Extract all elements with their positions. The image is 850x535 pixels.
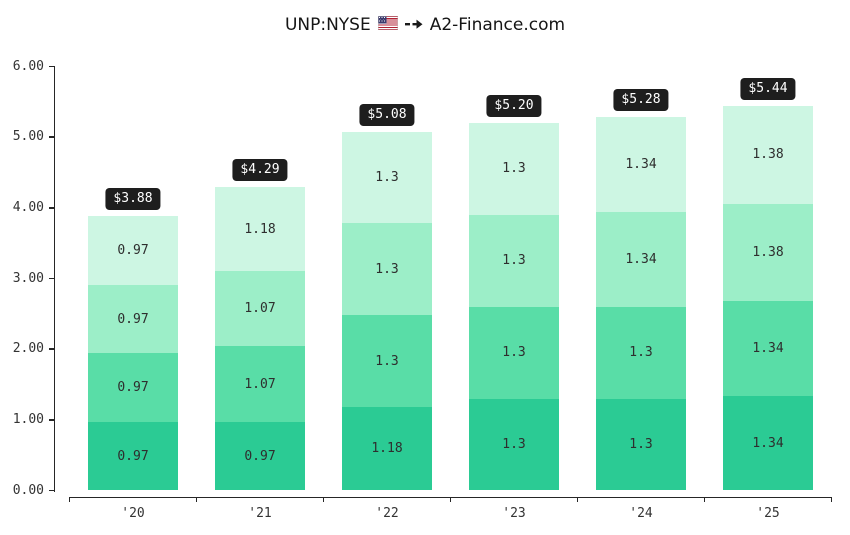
segment-value-label: 1.3 xyxy=(502,437,526,453)
right-arrow-icon xyxy=(404,15,423,35)
bar-segment: 1.3 xyxy=(469,398,559,491)
y-axis xyxy=(54,65,56,492)
x-tick-label: '25 xyxy=(756,505,780,521)
y-tick xyxy=(49,419,54,421)
x-tick-label: '24 xyxy=(629,505,653,521)
x-tick-label: '23 xyxy=(502,505,526,521)
y-tick-label: 0.00 xyxy=(12,482,44,498)
bar-segment: 1.3 xyxy=(342,315,432,408)
y-tick xyxy=(49,207,54,209)
segment-value-label: 1.3 xyxy=(375,353,399,369)
y-tick xyxy=(49,489,54,492)
x-tick-label: '22 xyxy=(375,505,399,521)
segment-value-label: 1.3 xyxy=(629,437,653,453)
y-tick xyxy=(49,65,54,68)
bar-segment: 1.34 xyxy=(723,395,813,491)
segment-value-label: 1.3 xyxy=(502,253,526,269)
segment-value-label: 1.38 xyxy=(752,244,784,260)
bar-segment: 1.3 xyxy=(342,223,432,316)
segment-value-label: 0.97 xyxy=(117,311,149,327)
total-badge: $5.20 xyxy=(486,95,542,118)
bar-segment: 1.38 xyxy=(723,203,813,302)
segment-value-label: 1.3 xyxy=(375,169,399,185)
bar-segment: 0.97 xyxy=(88,284,178,354)
y-tick-label: 2.00 xyxy=(12,341,44,357)
segment-value-label: 0.97 xyxy=(244,448,276,464)
x-tick xyxy=(703,496,706,502)
chart-title: UNP:NYSE xyxy=(0,15,850,35)
x-tick xyxy=(322,496,325,502)
total-badge: $4.29 xyxy=(232,159,288,182)
bar-segment: 0.97 xyxy=(88,421,178,491)
site-label: A2-Finance.com xyxy=(429,15,566,35)
segment-value-label: 0.97 xyxy=(117,243,149,259)
x-tick-label: '21 xyxy=(248,505,272,521)
bar-segment: 0.97 xyxy=(88,216,178,285)
segment-value-label: 1.3 xyxy=(502,161,526,177)
y-tick-label: 4.00 xyxy=(12,199,44,215)
ticker-label: UNP:NYSE xyxy=(284,15,371,35)
y-tick xyxy=(49,136,54,138)
x-tick xyxy=(68,496,71,502)
x-tick xyxy=(830,496,833,502)
bar-segment: 0.97 xyxy=(215,421,305,491)
x-tick xyxy=(449,496,452,502)
segment-value-label: 0.97 xyxy=(117,380,149,396)
y-tick xyxy=(49,348,54,350)
us-flag-icon xyxy=(377,15,398,35)
y-tick-label: 5.00 xyxy=(12,129,44,145)
bar-segment: 1.34 xyxy=(723,301,813,396)
bar-segment: 1.3 xyxy=(596,398,686,491)
bar-segment: 1.07 xyxy=(215,270,305,347)
total-badge: $5.44 xyxy=(740,78,796,101)
segment-value-label: 1.07 xyxy=(244,376,276,392)
y-tick-label: 6.00 xyxy=(12,58,44,74)
x-tick xyxy=(576,496,579,502)
segment-value-label: 1.3 xyxy=(375,261,399,277)
x-tick-label: '20 xyxy=(121,505,145,521)
bar-segment: 1.3 xyxy=(469,123,559,215)
bar-segment: 1.3 xyxy=(342,131,432,224)
bar-segment: 1.3 xyxy=(596,306,686,399)
y-tick xyxy=(49,277,54,280)
segment-value-label: 1.34 xyxy=(625,251,657,267)
total-badge: $5.28 xyxy=(613,89,669,112)
bar-segment: 1.18 xyxy=(215,187,305,271)
segment-value-label: 1.38 xyxy=(752,147,784,163)
segment-value-label: 1.34 xyxy=(752,435,784,451)
total-badge: $5.08 xyxy=(359,103,415,126)
bar-segment: 1.07 xyxy=(215,346,305,422)
segment-value-label: 1.3 xyxy=(629,345,653,361)
bar-segment: 1.38 xyxy=(723,106,813,204)
bar-segment: 0.97 xyxy=(88,353,178,422)
segment-value-label: 1.34 xyxy=(625,157,657,173)
bar-segment: 1.3 xyxy=(469,214,559,307)
bar-segment: 1.34 xyxy=(596,212,686,307)
x-tick xyxy=(195,496,198,502)
segment-value-label: 1.18 xyxy=(371,441,403,457)
segment-value-label: 1.18 xyxy=(244,221,276,237)
segment-value-label: 1.34 xyxy=(752,340,784,356)
total-badge: $3.88 xyxy=(105,188,161,211)
segment-value-label: 0.97 xyxy=(117,448,149,464)
bar-segment: 1.18 xyxy=(342,407,432,491)
segment-value-label: 1.07 xyxy=(244,301,276,317)
y-tick-label: 3.00 xyxy=(12,270,44,286)
bar-segment: 1.34 xyxy=(596,117,686,213)
segment-value-label: 1.3 xyxy=(502,345,526,361)
bar-segment: 1.3 xyxy=(469,306,559,399)
y-tick-label: 1.00 xyxy=(12,411,44,427)
